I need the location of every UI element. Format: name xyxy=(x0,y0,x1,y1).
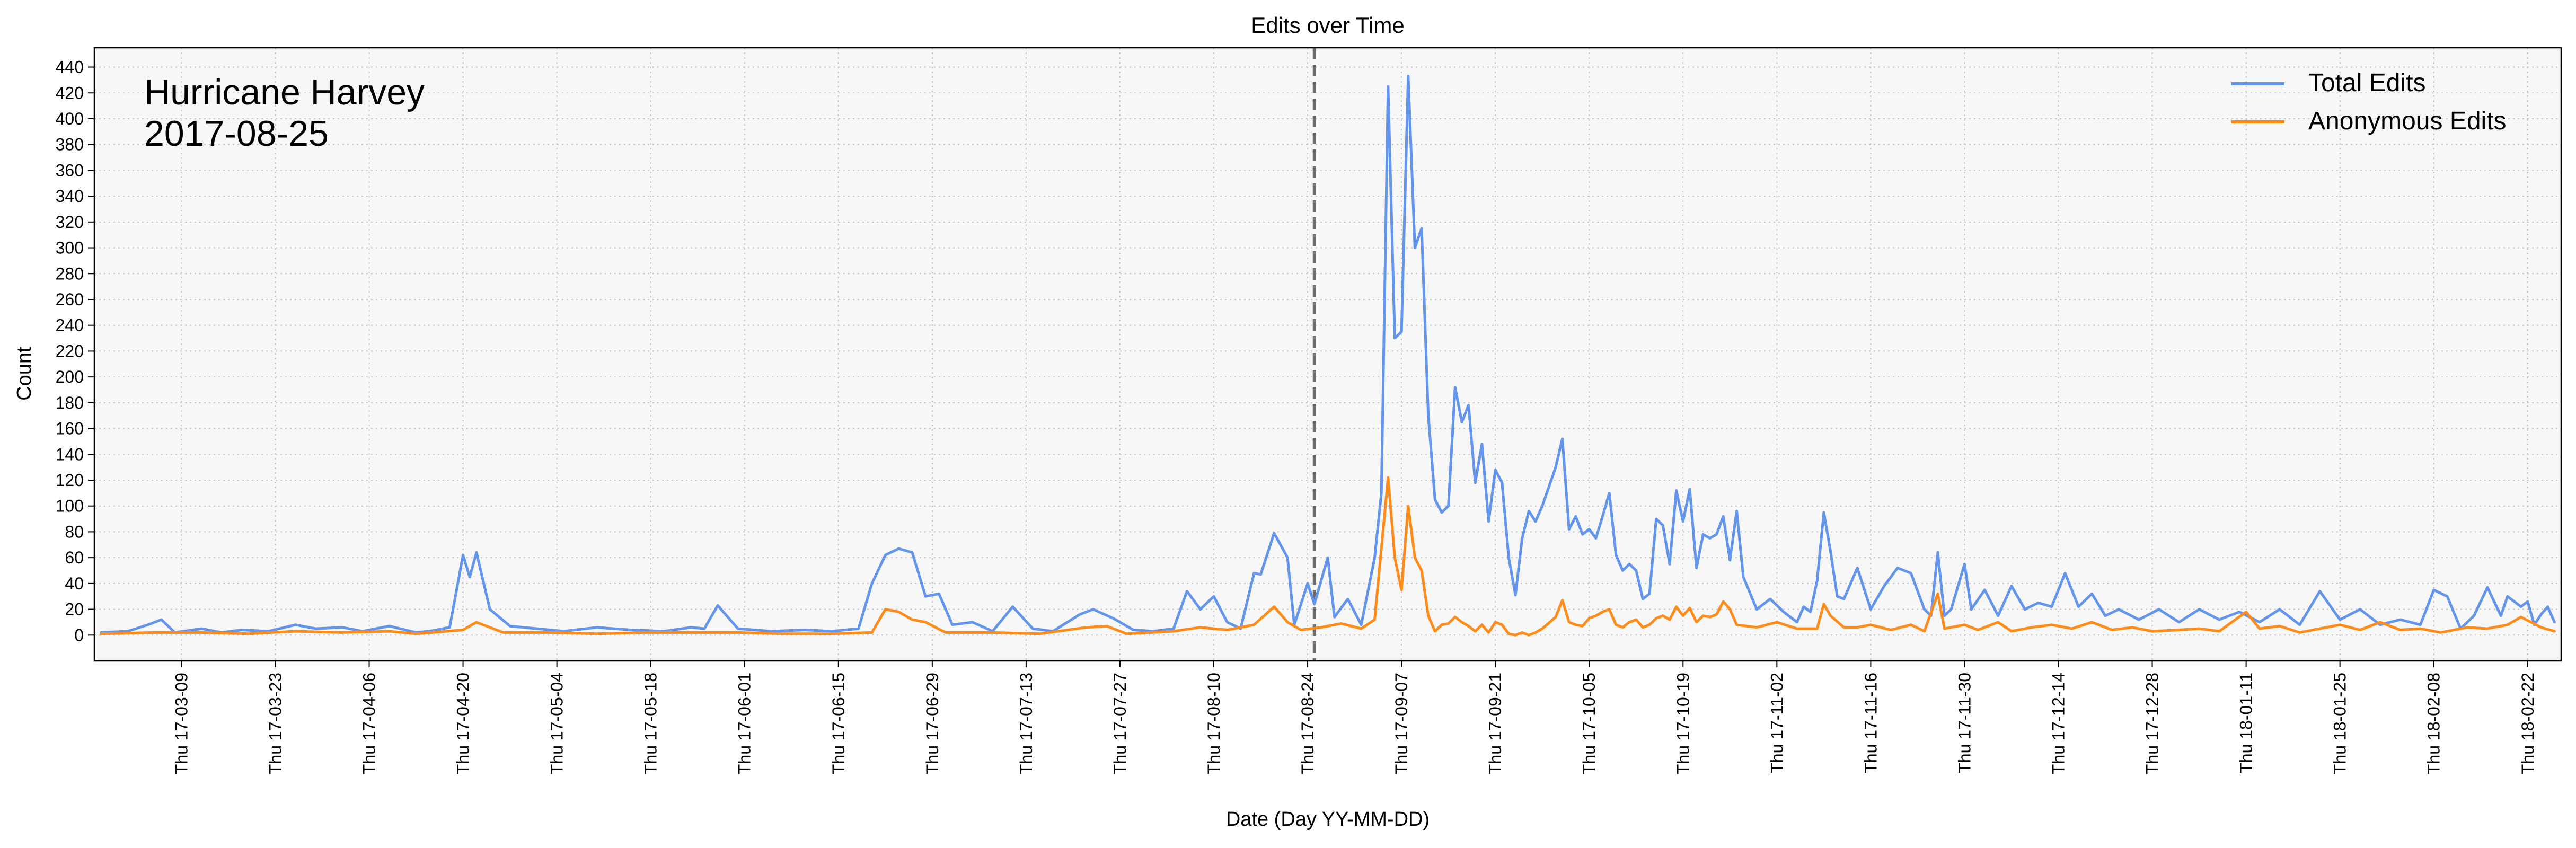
x-tick-label: Thu 17-10-19 xyxy=(1673,673,1692,774)
series-line-total-edits xyxy=(100,75,2556,634)
y-tick-label: 200 xyxy=(56,367,84,386)
x-tick-label: Thu 17-07-13 xyxy=(1017,673,1036,774)
y-tick-label: 140 xyxy=(56,445,84,464)
x-tick-label: Thu 17-09-21 xyxy=(1486,673,1505,774)
y-tick-label: 240 xyxy=(56,316,84,335)
x-tick-label: Thu 18-01-11 xyxy=(2237,673,2256,773)
legend-label-anonymous-edits: Anonymous Edits xyxy=(2308,107,2507,135)
x-tick-label: Thu 17-06-15 xyxy=(829,673,848,774)
annotation-line-2: 2017-08-25 xyxy=(144,113,329,154)
y-tick-label: 220 xyxy=(56,341,84,360)
x-tick-label: Thu 17-06-01 xyxy=(735,673,754,774)
x-tick-label: Thu 17-11-16 xyxy=(1861,673,1880,773)
x-tick-label: Thu 17-12-28 xyxy=(2143,673,2162,774)
y-tick-label: 0 xyxy=(74,625,84,644)
y-tick-label: 280 xyxy=(56,264,84,283)
y-tick-label: 20 xyxy=(65,600,84,619)
x-tick-label: Thu 18-02-22 xyxy=(2518,673,2537,774)
x-tick-label: Thu 17-11-30 xyxy=(1955,673,1974,773)
y-tick-label: 340 xyxy=(56,187,84,206)
x-axis-label: Date (Day YY-MM-DD) xyxy=(1226,808,1430,831)
y-tick-label: 320 xyxy=(56,213,84,232)
y-tick-label: 80 xyxy=(65,522,84,541)
x-tick-label: Thu 17-07-27 xyxy=(1110,673,1130,774)
y-axis-label: Count xyxy=(13,347,36,401)
y-tick-label: 440 xyxy=(56,58,84,77)
x-tick-label: Thu 18-02-08 xyxy=(2424,673,2443,774)
x-tick-label: Thu 17-05-18 xyxy=(641,673,660,774)
x-tick-label: Thu 17-04-06 xyxy=(360,673,379,774)
x-tick-label: Thu 17-03-23 xyxy=(266,673,285,774)
x-tick-label: Thu 17-06-29 xyxy=(923,673,942,774)
x-tick-label: Thu 17-05-04 xyxy=(548,673,567,774)
legend-label-total-edits: Total Edits xyxy=(2308,69,2425,97)
series-line-anonymous-edits xyxy=(100,476,2556,637)
y-tick-label: 100 xyxy=(56,497,84,516)
legend: Total Edits Anonymous Edits xyxy=(2231,69,2507,135)
y-tick-label: 160 xyxy=(56,419,84,438)
x-tick-label: Thu 17-03-09 xyxy=(172,673,191,774)
series-layer xyxy=(100,75,2556,637)
x-tick-label: Thu 17-10-05 xyxy=(1580,673,1599,774)
y-tick-label: 300 xyxy=(56,238,84,258)
annotation-line-1: Hurricane Harvey xyxy=(144,72,425,112)
x-tick-label: Thu 18-01-25 xyxy=(2331,673,2350,774)
y-tick-label: 360 xyxy=(56,161,84,180)
x-tick-label: Thu 17-08-10 xyxy=(1204,673,1223,774)
y-tick-label: 260 xyxy=(56,290,84,309)
x-tick-label: Thu 17-09-07 xyxy=(1392,673,1411,774)
x-tick-label: Thu 17-08-24 xyxy=(1298,673,1317,774)
x-tick-label: Thu 17-11-02 xyxy=(1767,673,1786,773)
y-tick-label: 40 xyxy=(65,574,84,593)
plot-frame xyxy=(93,47,2562,662)
y-tick-label: 400 xyxy=(56,109,84,128)
grid-layer xyxy=(94,48,2561,661)
y-tick-label: 120 xyxy=(56,471,84,490)
y-tick-label: 60 xyxy=(65,548,84,567)
y-tick-label: 380 xyxy=(56,135,84,154)
x-tick-label: Thu 17-12-14 xyxy=(2049,673,2068,774)
y-tick-label: 180 xyxy=(56,393,84,412)
chart-title: Edits over Time xyxy=(1251,13,1404,38)
x-tick-label: Thu 17-04-20 xyxy=(454,673,473,774)
y-axis-ticks: 0 20 40 60 80 100 120 140 160 180 200 220 240 260 280 3… xyxy=(56,58,94,644)
y-tick-label: 420 xyxy=(56,83,84,102)
x-axis-ticks: Thu 17-03-09 Thu 17-03-23 Thu 17-04-06 Thu … xyxy=(172,661,2537,774)
